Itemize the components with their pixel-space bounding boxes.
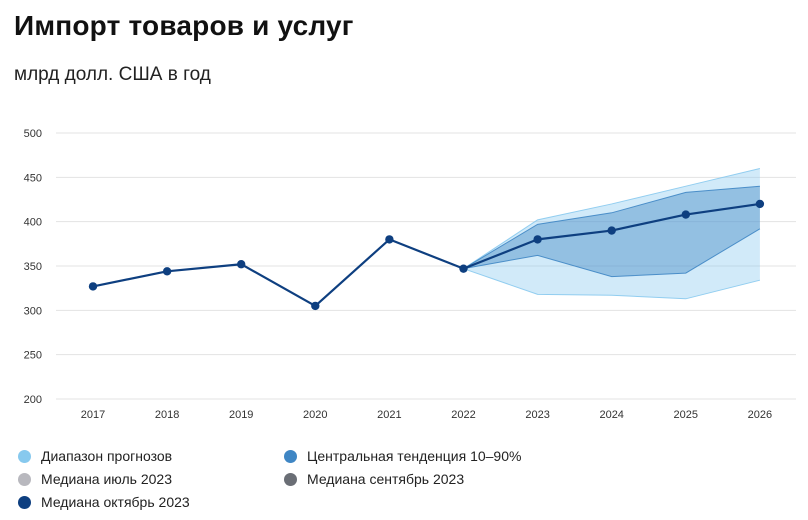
median-oct-2023-point (311, 301, 320, 311)
legend-median-july-label: Медиана июль 2023 (41, 471, 172, 487)
x-tick-label: 2018 (155, 409, 179, 421)
y-tick-label: 250 (24, 350, 42, 362)
y-tick-label: 500 (24, 128, 42, 140)
y-tick-label: 200 (24, 394, 42, 406)
legend-median-july-swatch (18, 472, 31, 486)
x-tick-label: 2025 (674, 409, 698, 421)
x-tick-label: 2023 (525, 409, 549, 421)
legend-median-sep-label: Медиана сентябрь 2023 (307, 471, 465, 487)
x-tick-label: 2022 (451, 409, 475, 421)
y-tick-label: 350 (24, 261, 42, 273)
legend-central[interactable]: Центральная тенденция 10–90% (284, 448, 521, 464)
legend-median-july[interactable]: Медиана июль 2023 (18, 471, 172, 487)
median-oct-2023-line (92, 202, 761, 307)
chart-subtitle: млрд долл. США в год (14, 64, 211, 85)
central-tendency-band-lower-edge (463, 228, 761, 278)
x-tick-label: 2017 (81, 409, 105, 421)
x-tick-label: 2021 (377, 409, 401, 421)
y-tick-label: 450 (24, 172, 42, 184)
median-oct-2023-point (533, 235, 542, 244)
y-tick-label: 300 (24, 305, 42, 317)
median-oct-2023-point (385, 235, 394, 244)
y-tick-label: 400 (24, 217, 42, 229)
legend-median-sep-swatch (284, 472, 297, 486)
median-oct-2023-point (88, 282, 98, 291)
legend-median-sep[interactable]: Медиана сентябрь 2023 (284, 471, 464, 487)
x-tick-label: 2019 (229, 409, 253, 421)
x-tick-label: 2024 (599, 409, 623, 421)
median-oct-2023-point (237, 260, 246, 269)
median-oct-2023-point (755, 199, 765, 209)
forecast-range-band-lower-edge (463, 268, 761, 300)
x-tick-label: 2026 (748, 409, 772, 421)
median-oct-2023-point (681, 210, 690, 219)
legend-central-swatch (284, 449, 297, 463)
legend-range[interactable]: Диапазон прогнозов (18, 448, 172, 464)
median-oct-2023-point (459, 264, 468, 273)
legend-median-oct-label: Медиана октябрь 2023 (41, 494, 190, 510)
x-tick-label: 2020 (303, 409, 327, 421)
median-oct-2023-point (607, 226, 616, 235)
legend-range-swatch (18, 449, 31, 463)
legend-median-oct[interactable]: Медиана октябрь 2023 (18, 494, 190, 510)
legend-central-label: Центральная тенденция 10–90% (307, 448, 522, 464)
median-oct-2023-point (162, 267, 172, 276)
legend-range-label: Диапазон прогнозов (41, 448, 173, 464)
central-tendency-band-upper-edge (463, 185, 760, 270)
forecast-range-band-upper-edge (463, 167, 761, 270)
legend-median-oct-swatch (18, 495, 31, 509)
chart-title: Импорт товаров и услуг (14, 10, 354, 41)
